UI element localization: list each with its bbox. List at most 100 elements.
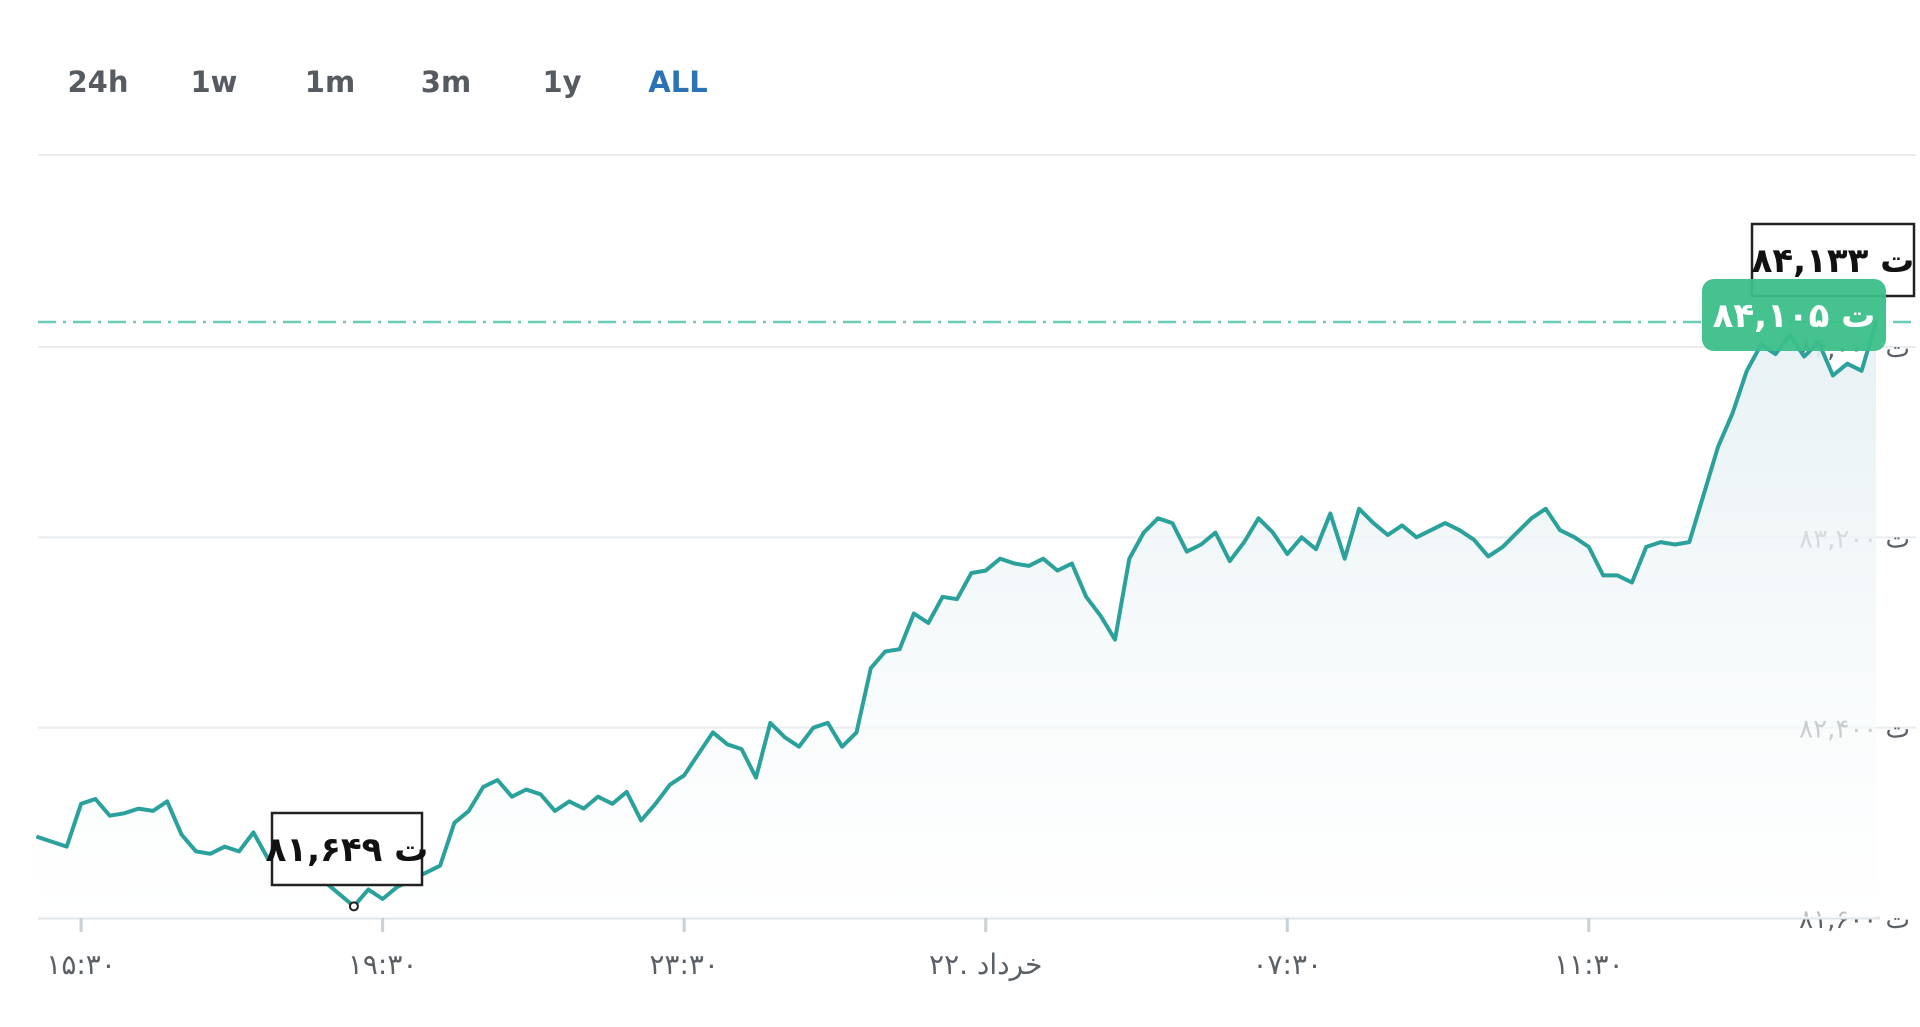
- range-tab-3m[interactable]: 3m: [420, 65, 472, 99]
- data-point: [1573, 536, 1576, 539]
- data-point: [338, 893, 341, 896]
- data-point: [1501, 545, 1504, 549]
- data-point: [266, 857, 269, 860]
- data-point: [510, 795, 514, 798]
- data-point: [1458, 529, 1461, 532]
- range-tab-all[interactable]: ALL: [648, 65, 708, 99]
- data-point: [1243, 540, 1246, 544]
- annotation-label: ۸۱,۶۴۹ ت: [266, 830, 429, 870]
- data-point: [1085, 595, 1088, 598]
- data-point: [1013, 562, 1016, 565]
- data-point: [1113, 638, 1117, 641]
- data-point: [223, 845, 226, 848]
- data-point: [697, 752, 700, 755]
- data-point: [1429, 529, 1433, 532]
- data-point: [840, 745, 844, 748]
- data-point: [869, 667, 872, 670]
- data-point: [1142, 531, 1145, 534]
- data-point: [166, 800, 169, 803]
- data-point: [395, 885, 399, 889]
- data-point: [1616, 574, 1619, 577]
- data-point: [797, 745, 801, 748]
- data-point: [1372, 521, 1375, 525]
- data-point: [1027, 564, 1031, 568]
- series-area: [38, 322, 1876, 918]
- data-point: [639, 819, 643, 822]
- data-point: [1329, 512, 1332, 515]
- data-point: [941, 595, 944, 598]
- data-point: [783, 736, 786, 739]
- data-point: [1271, 531, 1275, 534]
- data-point: [625, 790, 628, 794]
- data-point: [1185, 550, 1189, 553]
- data-point: [1228, 559, 1232, 563]
- data-point: [970, 571, 973, 575]
- range-tab-1w[interactable]: 1w: [190, 65, 238, 99]
- data-point: [683, 774, 686, 777]
- range-tab-1y[interactable]: 1y: [542, 65, 582, 99]
- data-point: [611, 802, 614, 805]
- data-point: [1400, 524, 1404, 527]
- data-point: [381, 897, 384, 901]
- data-point: [1602, 574, 1605, 577]
- data-point: [1487, 555, 1490, 558]
- data-point: [1056, 569, 1059, 572]
- data-point: [1444, 521, 1447, 525]
- data-point: [467, 809, 470, 813]
- data-point: [123, 812, 126, 815]
- data-point: [209, 852, 212, 855]
- current-price-label: ۸۴,۱۰۵ ت: [1713, 296, 1876, 336]
- data-point: [1099, 614, 1102, 617]
- data-point: [1846, 362, 1849, 365]
- data-point: [826, 721, 829, 725]
- data-point: [654, 802, 657, 805]
- data-point: [1587, 545, 1591, 549]
- min-price-label: ۸۱,۶۴۹ ت: [266, 811, 429, 912]
- data-point: [1716, 445, 1720, 449]
- x-tick-label: ۱۱:۳۰: [1554, 948, 1624, 981]
- x-tick-label: ۲۲. خرداد: [929, 948, 1042, 981]
- data-point: [740, 747, 743, 751]
- data-point: [481, 785, 485, 789]
- data-point: [252, 831, 255, 834]
- data-point: [1199, 543, 1203, 546]
- current-price-badge: ۸۴,۱۰۵ ت: [1702, 279, 1886, 351]
- data-point: [108, 814, 112, 817]
- data-point: [1659, 540, 1662, 544]
- data-point: [1314, 548, 1318, 551]
- data-point: [1803, 355, 1806, 358]
- data-point: [453, 821, 456, 824]
- x-tick-label: ۱۵:۳۰: [46, 948, 116, 981]
- data-point: [1630, 581, 1634, 584]
- data-point: [1831, 374, 1835, 377]
- data-point: [1286, 552, 1289, 556]
- time-range-tabs: 24h 1w 1m 3m 1y ALL: [40, 54, 736, 110]
- data-point: [582, 807, 585, 810]
- data-point: [438, 864, 442, 867]
- data-point: [1745, 369, 1749, 372]
- data-point: [1357, 507, 1361, 510]
- data-point: [1171, 521, 1174, 525]
- data-point: [180, 833, 183, 836]
- range-tab-1m[interactable]: 1m: [304, 65, 356, 99]
- data-point: [955, 598, 959, 601]
- data-point: [1860, 369, 1863, 372]
- data-point: [1415, 536, 1418, 539]
- data-point: [539, 793, 542, 796]
- data-point: [1558, 529, 1562, 532]
- data-point: [912, 612, 916, 615]
- x-tick-label: ۱۹:۳۰: [348, 948, 418, 981]
- x-tick-label: ۰۷:۳۰: [1252, 948, 1322, 981]
- range-tab-24h[interactable]: 24h: [67, 65, 129, 99]
- data-point: [596, 795, 600, 798]
- data-point: [1774, 352, 1777, 356]
- data-point: [237, 850, 241, 853]
- data-point: [137, 807, 140, 810]
- data-point: [984, 569, 987, 572]
- data-point: [1515, 531, 1519, 534]
- data-point: [812, 726, 815, 729]
- data-point: [94, 797, 97, 801]
